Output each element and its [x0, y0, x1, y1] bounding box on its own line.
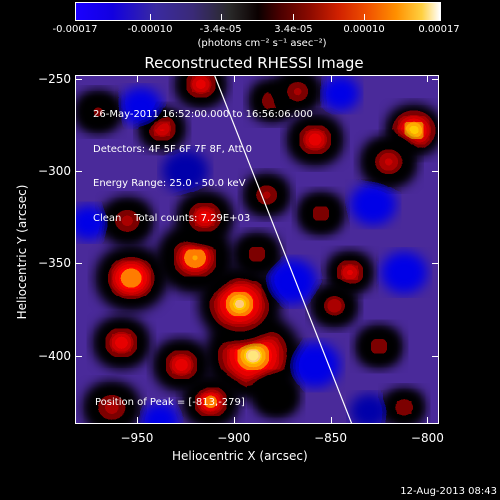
solar-limb-line	[213, 75, 353, 424]
heatmap-negative-blob	[349, 393, 389, 424]
y-tick-label: −300	[38, 164, 71, 179]
colorbar-tick-mark	[439, 14, 440, 20]
heatmap-negative-blob	[266, 259, 318, 305]
heatmap-positive-blob	[314, 207, 328, 220]
x-tick-label: −800	[410, 431, 444, 445]
colorbar	[75, 2, 441, 21]
colorbar-tick-label: 3.4e-05	[274, 24, 313, 35]
colorbar-tick-label: -0.00010	[127, 24, 173, 35]
heatmap-negative-blob	[75, 205, 108, 241]
heatmap-positive-blob	[250, 248, 264, 260]
colorbar-tick-mark	[220, 14, 222, 20]
x-tick-mark-bottom	[233, 417, 235, 424]
heatmap-negative-blob	[289, 342, 341, 388]
colorbar-tick-mark	[149, 14, 151, 20]
y-tick-label: −250	[38, 71, 71, 86]
heatmap-positive-blob	[184, 248, 206, 268]
heatmap-negative-blob	[140, 402, 180, 424]
x-tick-label: −950	[120, 431, 154, 445]
heatmap-positive-blob	[193, 77, 208, 91]
heatmap-positive-blob	[120, 214, 135, 228]
colorbar-tick-label: -0.00017	[52, 24, 98, 35]
observation-annotation: 26-May-2011 16:52:00.000 to 16:56:06.000…	[93, 86, 313, 236]
colorbar-tick-mark	[293, 14, 295, 20]
heatmap-positive-blob	[269, 390, 283, 403]
annotation-clean-counts: Clean Total counts: 7.29E+03	[93, 212, 251, 224]
heatmap-negative-blob	[320, 76, 360, 111]
annotation-time-range: 26-May-2011 16:52:00.000 to 16:56:06.000	[93, 109, 313, 120]
y-tick-mark-right	[432, 355, 439, 357]
heatmap-positive-blob	[307, 132, 323, 147]
y-tick-label: −350	[38, 256, 71, 271]
y-tick-label: −400	[38, 348, 71, 363]
colorbar-tick-label: 0.00017	[418, 24, 460, 35]
y-axis-title: Heliocentric Y (arcsec)	[15, 184, 29, 320]
heatmap-positive-blob	[240, 344, 267, 368]
heatmap-positive-blob	[91, 106, 105, 118]
heatmap-positive-blob	[104, 400, 120, 415]
y-tick-mark-left	[75, 355, 82, 357]
heatmap-positive-blob	[372, 340, 386, 353]
footer-timestamp: 12-Aug-2013 08:43	[400, 486, 497, 497]
colorbar-tick-label: -3.4e-05	[199, 24, 242, 35]
colorbar-unit-label: (photons cm⁻² s⁻¹ asec⁻²)	[197, 38, 327, 49]
colorbar-tick-mark	[75, 14, 76, 20]
heatmap-negative-blob	[380, 251, 428, 294]
heatmap-positive-blob	[228, 294, 251, 314]
y-tick-mark-left	[75, 263, 82, 265]
heatmap-positive-blob	[173, 357, 190, 372]
y-tick-mark-right	[432, 263, 439, 265]
x-tick-mark-top	[427, 75, 429, 82]
heatmap-negative-blob	[119, 87, 163, 126]
y-tick-mark-left	[75, 171, 82, 173]
x-axis-title: Heliocentric X (arcsec)	[172, 449, 308, 463]
heatmap-positive-blob	[155, 122, 169, 135]
heatmap-negative-blob	[162, 150, 209, 192]
plot-title: Reconstructed RHESSI Image	[144, 54, 364, 72]
heatmap-positive-blob	[406, 123, 422, 138]
heatmap-positive-blob	[196, 210, 213, 225]
colorbar-tick-mark	[364, 14, 366, 20]
heatmap-svg	[75, 75, 439, 424]
heatmap-positive-blob	[343, 266, 357, 279]
y-tick-mark-left	[75, 78, 82, 80]
x-tick-label: −900	[217, 431, 251, 445]
x-tick-mark-top	[136, 75, 138, 82]
annotation-energy-range: Energy Range: 25.0 - 50.0 keV	[93, 178, 246, 189]
x-tick-mark-bottom	[136, 417, 138, 424]
y-tick-mark-right	[432, 171, 439, 173]
heatmap-positive-blob	[202, 394, 219, 409]
x-tick-mark-top	[233, 75, 235, 82]
heatmap-positive-blob	[113, 335, 130, 350]
heatmap-negative-blob	[349, 183, 397, 226]
x-tick-mark-bottom	[330, 417, 332, 424]
heatmap-positive-blob	[398, 402, 410, 413]
heatmap-positive-blob	[327, 300, 341, 312]
colorbar-tick-label: 0.00010	[343, 24, 385, 35]
y-tick-mark-right	[432, 78, 439, 80]
x-tick-label: −850	[314, 431, 348, 445]
heatmap-positive-blob	[291, 85, 305, 98]
x-tick-mark-bottom	[427, 417, 429, 424]
heatmap-positive-blob	[380, 154, 397, 169]
heatmap-frame	[75, 75, 439, 424]
peak-position-label: Position of Peak = [-813,-279]	[95, 397, 245, 408]
x-tick-mark-top	[330, 75, 332, 82]
annotation-detectors: Detectors: 4F 5F 6F 7F 8F, Att 0	[93, 143, 253, 155]
heatmap-positive-blob	[121, 269, 141, 287]
